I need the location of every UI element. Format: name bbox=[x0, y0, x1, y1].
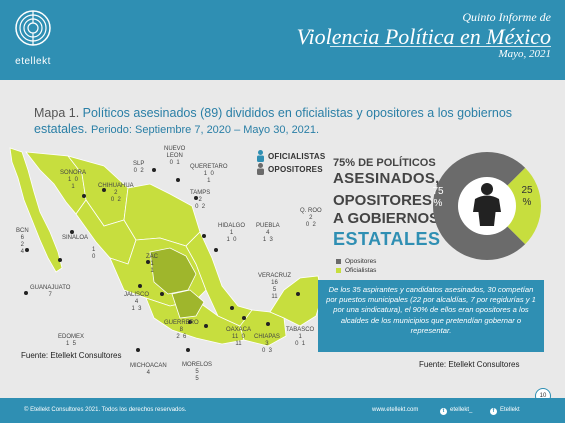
state-label-sinaloa-counts: 1 0 bbox=[92, 247, 96, 260]
headline-line-4: A GOBIERNOS bbox=[333, 210, 440, 227]
header-divider bbox=[330, 46, 551, 47]
state-label-chihuahua: CHIHUAHUA 2 0 2 bbox=[98, 183, 134, 203]
mexico-map bbox=[9, 147, 323, 352]
state-label-qroo: Q. ROO 2 0 2 bbox=[300, 208, 322, 228]
state-label-tamps: TAMPS 2 0 2 bbox=[190, 190, 211, 210]
state-label-guerrero: GUERRERO 8 2 6 bbox=[164, 320, 199, 340]
logo-labyrinth-icon bbox=[15, 10, 51, 46]
map-title-text: Políticos asesinados (89) divididos en o… bbox=[34, 106, 513, 136]
state-label-veracruz: VERACRUZ 16 5 11 bbox=[258, 273, 292, 300]
state-label-guanajuato: GUANAJUATO 7 bbox=[30, 285, 71, 298]
state-label-bcn: BCN 6 2 4 bbox=[16, 228, 29, 255]
state-label-oaxaca: OAXACA 11 0 11 bbox=[226, 327, 252, 347]
report-date: Mayo, 2021 bbox=[498, 48, 551, 60]
state-label-hidalgo: HIDALGO 1 1 0 bbox=[218, 223, 246, 243]
headline-line-3: OPOSITORES bbox=[333, 192, 432, 209]
donut-legend: Opositores Oficialistas bbox=[336, 258, 376, 276]
state-label-sonora: SONORA 1 0 1 bbox=[60, 170, 87, 190]
footer-website-link[interactable]: www.etellekt.com bbox=[372, 407, 419, 413]
swatch-lime bbox=[336, 268, 341, 273]
headline-line-2: ASESINADOS, bbox=[333, 170, 440, 187]
person-blue-icon bbox=[257, 150, 264, 162]
state-label-sinaloa: SINALOA bbox=[62, 235, 89, 241]
state-label-morelos: MORELOS 5 5 bbox=[182, 362, 213, 382]
footer-copyright: © Etellekt Consultores 2021. Todos los d… bbox=[24, 407, 187, 413]
footer-twitter-link[interactable]: t etellekt_ bbox=[440, 407, 472, 415]
donut-chart bbox=[432, 152, 541, 260]
donut-legend-oficialistas: Oficialistas bbox=[336, 267, 376, 276]
footer: © Etellekt Consultores 2021. Todos los d… bbox=[0, 398, 565, 423]
state-label-queretaro: QUERETARO 1 0 1 bbox=[190, 164, 228, 184]
chart-source: Fuente: Etellekt Consultores bbox=[419, 360, 520, 369]
state-label-nuevo-leon: NUEVO LEON 0 1 bbox=[164, 146, 186, 166]
map-title: Mapa 1. Políticos asesinados (89) dividi… bbox=[34, 105, 524, 138]
map-label: Mapa 1. bbox=[34, 106, 80, 120]
twitter-icon: t bbox=[440, 408, 447, 415]
map-period: Periodo: Septiembre 7, 2020 – Mayo 30, 2… bbox=[91, 124, 320, 136]
swatch-grey bbox=[336, 259, 341, 264]
logo-text: etellekt bbox=[15, 56, 51, 67]
callout-box: De los 35 aspirantes y candidatos asesin… bbox=[318, 280, 544, 352]
state-label-slp: SLP 0 2 bbox=[133, 161, 145, 174]
headline-line-5: ESTATALES bbox=[333, 229, 441, 249]
headline-line-1: 75% DE POLÍTICOS bbox=[333, 157, 436, 169]
footer-facebook-link[interactable]: f Etellekt bbox=[490, 407, 520, 415]
podium-speaker-icon bbox=[473, 183, 501, 226]
report-title: Violencia Política en México bbox=[296, 24, 551, 49]
person-grey-icon bbox=[257, 163, 264, 175]
state-label-zac: ZAC 1 1 bbox=[146, 254, 158, 274]
state-label-chiapas: CHIAPAS 3 0 3 bbox=[254, 334, 280, 354]
facebook-icon: f bbox=[490, 408, 497, 415]
etellekt-logo[interactable]: etellekt bbox=[8, 4, 58, 74]
report-series-title: Quinto Informe de bbox=[462, 10, 551, 24]
state-label-tabasco: TABASCO 1 0 1 bbox=[286, 327, 315, 347]
map-source: Fuente: Etellekt Consultores bbox=[21, 351, 122, 360]
state-label-jalisco: JALISCO 4 1 3 bbox=[124, 292, 150, 312]
state-label-puebla: PUEBLA 4 1 3 bbox=[256, 223, 280, 243]
donut-legend-opositores: Opositores bbox=[336, 258, 376, 267]
state-label-michoacan: MICHOACAN 4 bbox=[130, 363, 167, 376]
donut-label-opositores: 75 % bbox=[432, 186, 444, 209]
state-label-edomex: EDOMEX 1 5 bbox=[58, 334, 85, 347]
report-header: etellekt Quinto Informe de Violencia Pol… bbox=[0, 0, 565, 80]
donut-label-oficialistas: 25 % bbox=[521, 185, 533, 208]
